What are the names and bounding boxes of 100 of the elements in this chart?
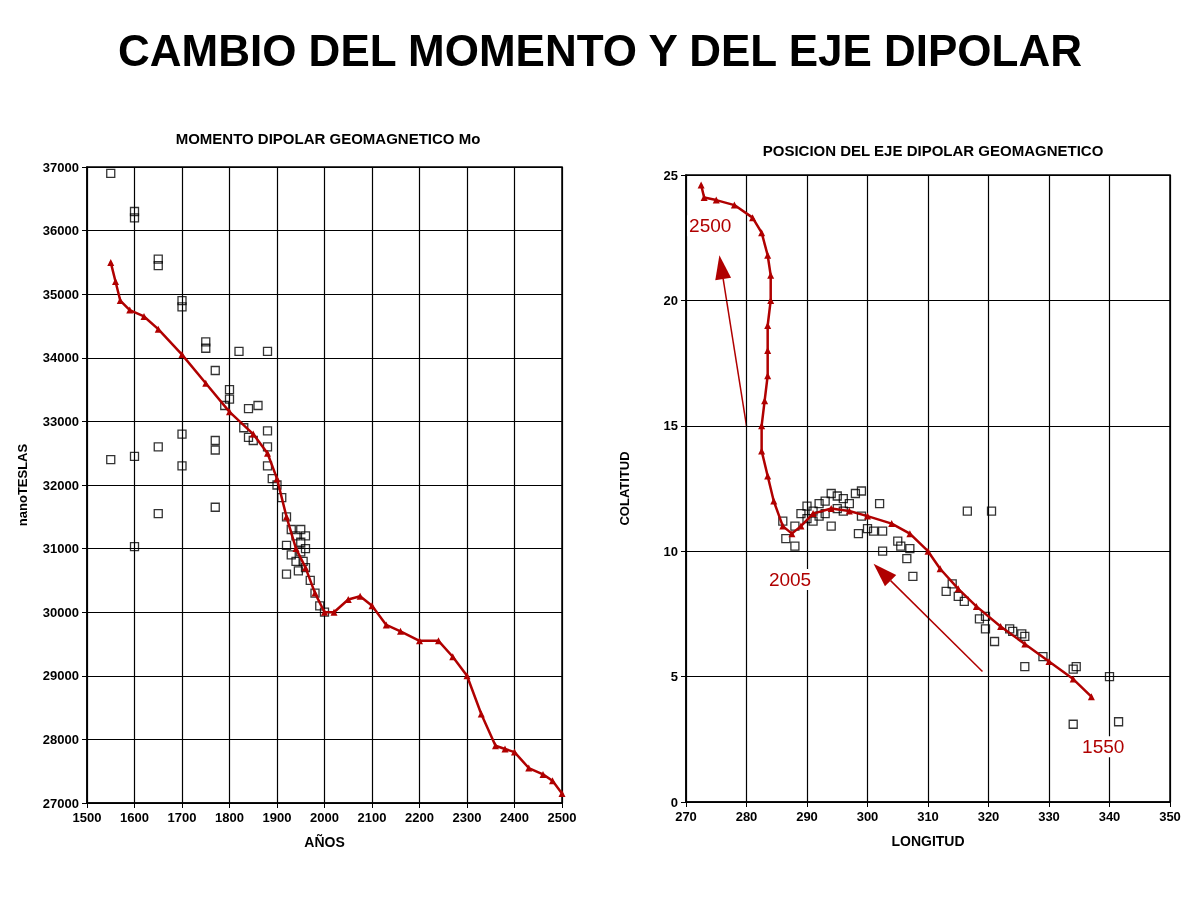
annotation: 2005 bbox=[768, 568, 812, 590]
point bbox=[330, 608, 338, 616]
point bbox=[262, 426, 273, 436]
x-tick-label: 1500 bbox=[72, 810, 102, 825]
x-tick-label: 2000 bbox=[310, 810, 339, 825]
point bbox=[243, 404, 254, 414]
x-tick-label: 290 bbox=[796, 809, 818, 824]
point bbox=[924, 547, 932, 555]
point bbox=[730, 201, 738, 209]
point bbox=[239, 423, 249, 433]
point bbox=[838, 493, 848, 504]
point bbox=[264, 449, 271, 457]
point bbox=[226, 408, 233, 416]
point bbox=[845, 507, 853, 515]
point bbox=[286, 550, 296, 560]
y-tick-label: 32000 bbox=[42, 477, 79, 493]
point bbox=[243, 432, 254, 442]
point bbox=[129, 542, 140, 552]
x-tick-label: 340 bbox=[1098, 809, 1121, 824]
point bbox=[761, 397, 769, 405]
y-tick-label: 15 bbox=[663, 418, 678, 434]
x-tick-label: 2300 bbox=[452, 810, 482, 825]
point bbox=[962, 506, 972, 516]
y-tick-label: 10 bbox=[663, 543, 678, 559]
point bbox=[558, 789, 566, 797]
point bbox=[697, 181, 705, 189]
point bbox=[862, 523, 873, 534]
point bbox=[989, 636, 1000, 647]
point bbox=[416, 637, 423, 645]
point bbox=[844, 498, 854, 509]
x-axis-title: AÑOS bbox=[304, 833, 345, 850]
point bbox=[980, 611, 991, 622]
y-tick-label: 28000 bbox=[42, 731, 79, 747]
point bbox=[712, 196, 720, 204]
point bbox=[177, 461, 187, 471]
point bbox=[908, 571, 918, 581]
point bbox=[797, 522, 805, 530]
y-tick-label: 36000 bbox=[42, 223, 79, 239]
text: CAMBIO DEL MOMENTO Y DEL EJE DIPOLAR bbox=[116, 26, 1084, 76]
point bbox=[202, 379, 210, 387]
point bbox=[463, 672, 471, 680]
point bbox=[153, 442, 163, 452]
point bbox=[253, 400, 263, 411]
x-axis-title: LONGITUD bbox=[891, 833, 965, 849]
point bbox=[974, 614, 985, 624]
point bbox=[781, 534, 791, 544]
point bbox=[153, 508, 163, 519]
point bbox=[293, 566, 304, 576]
point bbox=[874, 498, 885, 509]
point bbox=[177, 429, 187, 439]
point bbox=[808, 516, 818, 526]
point bbox=[864, 512, 871, 520]
point bbox=[549, 777, 556, 785]
point bbox=[1045, 658, 1053, 666]
point bbox=[888, 520, 896, 528]
point bbox=[292, 545, 300, 553]
point bbox=[758, 229, 766, 237]
y-tick-label: 30000 bbox=[42, 604, 79, 620]
point bbox=[210, 365, 220, 376]
point bbox=[129, 206, 140, 217]
x-tick-label: 2200 bbox=[405, 810, 434, 825]
x-tick-label: 1900 bbox=[262, 810, 292, 825]
point bbox=[262, 442, 273, 452]
point bbox=[397, 627, 404, 635]
x-tick-label: 280 bbox=[735, 809, 758, 824]
y-tick-label: 35000 bbox=[42, 286, 79, 302]
point bbox=[790, 541, 800, 551]
point bbox=[492, 742, 499, 750]
point bbox=[700, 194, 708, 202]
point bbox=[262, 461, 273, 471]
point bbox=[820, 496, 830, 506]
point bbox=[826, 488, 836, 499]
point bbox=[224, 394, 235, 404]
point bbox=[177, 302, 187, 312]
point bbox=[153, 260, 163, 271]
point bbox=[764, 347, 772, 355]
point bbox=[140, 312, 148, 320]
point bbox=[248, 435, 258, 446]
y-tick-label: 33000 bbox=[42, 413, 79, 429]
point bbox=[286, 524, 296, 535]
point bbox=[220, 400, 230, 411]
point bbox=[868, 526, 879, 536]
point bbox=[832, 503, 842, 514]
point bbox=[501, 745, 509, 753]
point bbox=[201, 343, 211, 353]
point bbox=[749, 214, 757, 222]
point bbox=[764, 372, 772, 380]
x-tick-label: 320 bbox=[977, 809, 1000, 824]
point bbox=[905, 544, 915, 554]
point bbox=[896, 541, 906, 551]
point bbox=[856, 511, 867, 521]
point bbox=[796, 508, 806, 519]
point bbox=[790, 521, 800, 531]
x-tick-label: 310 bbox=[917, 809, 939, 824]
point bbox=[224, 384, 235, 395]
chart-title: MOMENTO DIPOLAR GEOMAGNETICO Mo bbox=[175, 130, 481, 147]
point bbox=[906, 530, 914, 538]
point bbox=[1113, 717, 1124, 727]
point bbox=[1068, 719, 1078, 729]
point bbox=[850, 488, 861, 499]
